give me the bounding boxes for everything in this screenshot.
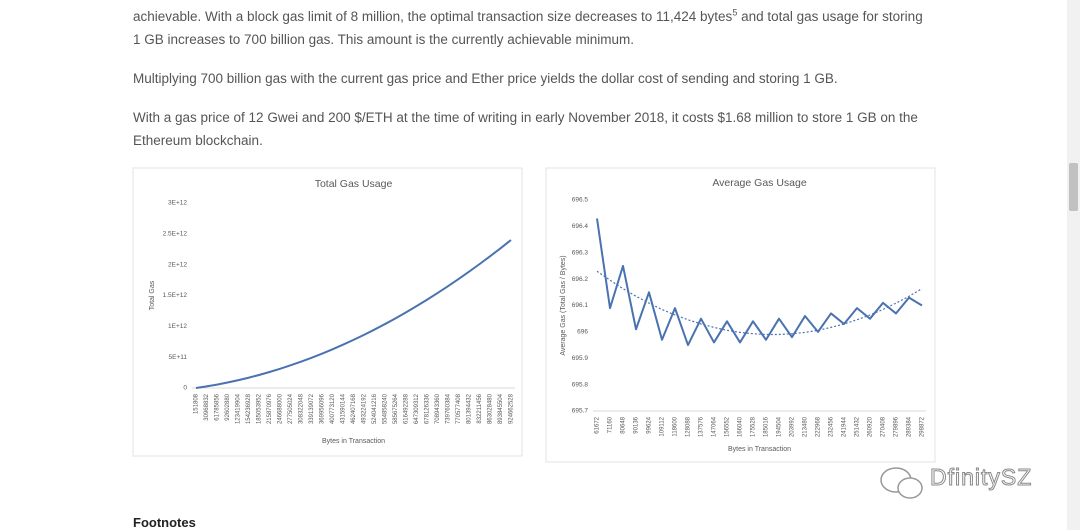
x-tick-label: 185053952: [257, 393, 263, 424]
x-tick-label: 308322048: [299, 393, 305, 424]
y-tick-label: 1.5E+12: [163, 292, 188, 299]
x-tick-label: 30968832: [204, 393, 210, 420]
paragraph: With a gas price of 12 Gwei and 200 $/ET…: [133, 110, 918, 148]
y-tick-label: 695.7: [572, 408, 589, 415]
footnotes-heading: Footnotes: [133, 515, 196, 530]
y-tick-label: 696.1: [572, 302, 589, 309]
x-tick-label: 924662528: [509, 393, 515, 424]
x-tick-label: 90136: [634, 416, 640, 433]
footnote-ref[interactable]: 5: [732, 7, 738, 18]
data-line: [195, 239, 512, 389]
text: achievable. With a block gas limit of 8 …: [133, 9, 733, 24]
y-tick-label: 695.9: [572, 355, 589, 362]
x-tick-label: 92602880: [225, 393, 231, 420]
x-tick-label: 118600: [673, 416, 679, 436]
y-tick-label: 2.5E+12: [163, 231, 188, 238]
y-tick-label: 0: [183, 385, 187, 392]
x-tick-label: 175528: [751, 416, 757, 437]
x-tick-label: 251432: [855, 416, 861, 437]
x-tick-label: 400773120: [330, 393, 336, 424]
x-tick-label: 166040: [738, 416, 744, 437]
x-tick-label: 156552: [725, 416, 731, 437]
scrollbar-thumb[interactable]: [1069, 163, 1078, 211]
x-tick-label: 739760384: [446, 393, 452, 424]
x-tick-label: 215870976: [267, 393, 273, 424]
watermark: DfinitySZ: [929, 464, 1033, 491]
x-tick-label: 339139072: [309, 393, 315, 424]
y-tick-label: 696.4: [572, 223, 589, 230]
y-axis-title: Average Gas (Total Gas / Bytes): [560, 255, 567, 355]
x-tick-label: 585675264: [393, 393, 399, 424]
x-tick-label: 241944: [842, 416, 848, 437]
x-tick-label: 277505024: [288, 393, 294, 424]
x-tick-label: 524041216: [372, 393, 378, 424]
x-tick-label: 147064: [712, 416, 718, 437]
x-axis-title: Bytes in Transaction: [322, 438, 385, 445]
x-tick-label: 554858240: [383, 393, 389, 424]
x-tick-label: 770577408: [456, 393, 462, 424]
x-tick-label: 246688000: [278, 393, 284, 424]
x-tick-label: 462407168: [351, 393, 357, 424]
trend-line: [596, 270, 923, 336]
x-tick-label: 708943360: [435, 393, 441, 424]
y-tick-label: 696: [577, 329, 588, 336]
x-tick-label: 61672: [595, 416, 601, 433]
x-tick-label: 232456: [829, 416, 835, 437]
x-tick-label: 151808: [194, 393, 200, 414]
y-tick-label: 696.2: [572, 276, 589, 283]
x-tick-label: 109112: [660, 416, 666, 436]
x-tick-label: 678126336: [425, 393, 431, 424]
x-tick-label: 260920: [868, 416, 874, 437]
x-tick-label: 279896: [894, 416, 900, 437]
y-tick-label: 2E+12: [168, 261, 187, 268]
x-tick-label: 99624: [647, 416, 653, 433]
x-tick-label: 369956096: [320, 393, 326, 424]
y-tick-label: 1E+12: [168, 323, 187, 330]
y-tick-label: 696.5: [572, 197, 589, 204]
scrollbar[interactable]: [1067, 0, 1080, 530]
x-tick-label: 893845504: [498, 393, 504, 424]
chart-title: Average Gas Usage: [712, 177, 807, 189]
y-tick-label: 695.8: [572, 381, 589, 388]
x-tick-label: 213480: [803, 416, 809, 437]
x-tick-label: 128088: [686, 416, 692, 437]
chart-frame: [132, 167, 523, 457]
x-tick-label: 431590144: [341, 393, 347, 424]
x-tick-label: 185016: [764, 416, 770, 437]
x-tick-label: 801394432: [467, 393, 473, 424]
y-tick-label: 696.3: [572, 249, 589, 256]
x-tick-label: 222968: [816, 416, 822, 437]
x-tick-label: 71160: [608, 416, 614, 433]
x-tick-label: 289384: [907, 416, 913, 437]
x-tick-label: 298872: [920, 416, 926, 437]
x-tick-label: 123419904: [236, 393, 242, 424]
x-tick-label: 194504: [777, 416, 783, 437]
x-tick-label: 137576: [699, 416, 705, 437]
x-tick-label: 61785856: [215, 393, 221, 420]
x-tick-label: 493224192: [362, 393, 368, 424]
x-tick-label: 832211456: [477, 393, 483, 423]
x-axis-title: Bytes in Transaction: [728, 446, 791, 453]
x-tick-label: 270408: [881, 416, 887, 437]
x-tick-label: 647309312: [414, 393, 420, 424]
text: and total gas usage for storing 1 GB inc…: [133, 9, 923, 47]
x-tick-label: 863028480: [488, 393, 494, 424]
x-tick-label: 616492288: [404, 393, 410, 424]
watermark-icon: [880, 467, 923, 499]
paragraph: achievable. With a block gas limit of 8 …: [133, 5, 933, 51]
y-tick-label: 5E+11: [169, 354, 188, 361]
data-line: [596, 218, 923, 347]
x-tick-label: 154236928: [246, 393, 252, 424]
y-tick-label: 3E+12: [168, 200, 187, 207]
x-tick-label: 80648: [621, 416, 627, 433]
y-axis-title: Total Gas: [149, 280, 156, 310]
paragraph: Multiplying 700 billion gas with the cur…: [133, 71, 838, 86]
x-tick-label: 203992: [790, 416, 796, 437]
chart-title: Total Gas Usage: [315, 178, 393, 190]
